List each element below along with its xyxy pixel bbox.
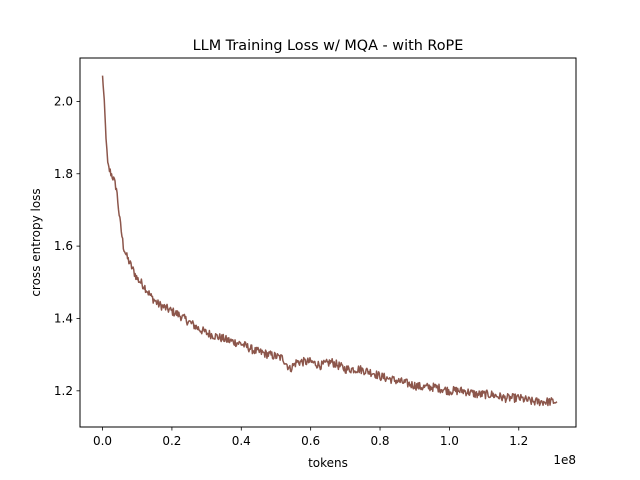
y-axis-ticks: 1.2 1.4 1.6 1.8 2.0 — [54, 94, 80, 398]
x-tick-label: 1.0 — [440, 434, 459, 448]
x-axis-offset-label: 1e8 — [553, 453, 576, 467]
x-axis-label: tokens — [308, 456, 348, 470]
y-tick-label: 1.4 — [54, 311, 73, 325]
x-tick-label: 0.0 — [93, 434, 112, 448]
y-tick-label: 1.8 — [54, 167, 73, 181]
y-tick-label: 1.2 — [54, 384, 73, 398]
x-tick-label: 0.2 — [162, 434, 181, 448]
y-axis-label: cross entropy loss — [29, 188, 43, 296]
series-line-loss — [101, 75, 558, 407]
x-tick-label: 1.2 — [509, 434, 528, 448]
y-tick-label: 1.6 — [54, 239, 73, 253]
x-tick-label: 0.8 — [370, 434, 389, 448]
x-axis-ticks: 0.0 0.2 0.4 0.6 0.8 1.0 1.2 — [93, 427, 528, 448]
chart-title: LLM Training Loss w/ MQA - with RoPE — [193, 38, 464, 54]
y-tick-label: 2.0 — [54, 94, 73, 108]
plot-frame — [79, 57, 577, 428]
series-layer — [101, 75, 558, 407]
plot-area — [80, 58, 576, 427]
x-tick-label: 0.6 — [301, 434, 320, 448]
x-tick-label: 0.4 — [232, 434, 251, 448]
